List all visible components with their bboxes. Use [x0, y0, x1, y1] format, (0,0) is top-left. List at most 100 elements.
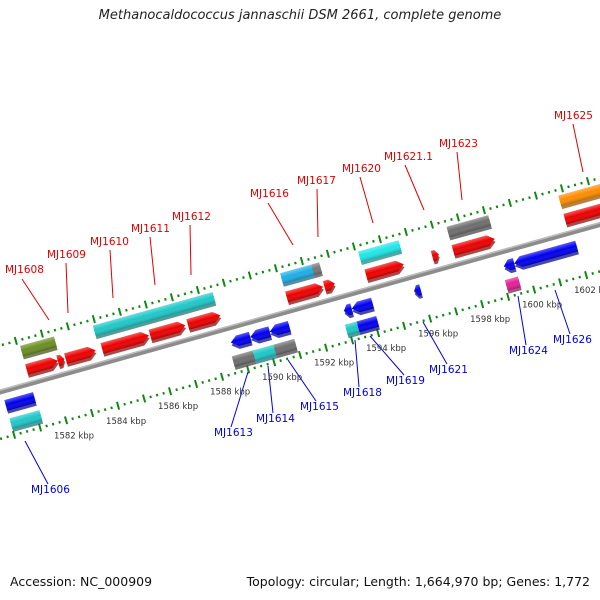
scale-dot: [331, 344, 334, 348]
feature-fwd-gene[interactable]: [311, 262, 323, 279]
feature-fwd-gene[interactable]: [20, 336, 58, 360]
scale-tick-major: [558, 278, 563, 287]
feature-fwd-gene[interactable]: [280, 264, 316, 287]
feature-fwd-cds[interactable]: [563, 198, 600, 228]
feature-rev-gene[interactable]: [231, 350, 257, 370]
gene-label[interactable]: MJ1621.1: [384, 151, 433, 163]
scale-dot: [138, 305, 141, 309]
gene-label[interactable]: MJ1623: [439, 138, 478, 150]
scale-dot: [255, 272, 258, 276]
scale-dot: [261, 270, 265, 274]
gene-label[interactable]: MJ1616: [250, 188, 289, 200]
feature-fwd-cds[interactable]: [364, 259, 406, 283]
feature-fwd-gene[interactable]: [142, 300, 186, 326]
gene-label[interactable]: MJ1624: [509, 345, 548, 357]
scale-tick-major: [455, 213, 460, 222]
gene-label[interactable]: MJ1618: [343, 387, 382, 399]
gene-label[interactable]: MJ1613: [214, 427, 253, 439]
feature-fwd-gene[interactable]: [358, 240, 403, 266]
kbp-label: 1602 kbp: [574, 286, 600, 296]
scale-tick-major: [532, 285, 537, 294]
scale-dot: [136, 399, 139, 403]
scale-tick-major: [299, 256, 304, 266]
scale-dot: [190, 290, 193, 294]
feature-fwd-gene[interactable]: [558, 179, 600, 210]
scale-dot: [389, 328, 393, 332]
feature-rev-cds[interactable]: [229, 331, 253, 351]
gene-label[interactable]: MJ1610: [90, 236, 129, 248]
scale-dot: [233, 371, 237, 375]
feature-rev-gene[interactable]: [356, 316, 380, 335]
scale-dot: [21, 337, 24, 341]
scale-dot: [235, 277, 239, 281]
label-leader-line: [404, 164, 425, 211]
scale-dot: [554, 188, 557, 192]
kbp-label: 1596 kbp: [418, 330, 458, 340]
feature-fwd-cds[interactable]: [451, 234, 497, 259]
feature-rev-gene[interactable]: [9, 410, 44, 432]
scale-tick-major: [403, 227, 408, 237]
scale-dot: [344, 340, 347, 344]
feature-fwd-cds[interactable]: [430, 249, 441, 265]
feature-fwd-gene[interactable]: [181, 292, 217, 315]
feature-fwd-cds[interactable]: [100, 330, 152, 357]
gene-label[interactable]: MJ1621: [429, 364, 468, 376]
gene-label[interactable]: MJ1608: [5, 264, 44, 276]
scale-dot: [573, 183, 577, 187]
feature-fwd-cds[interactable]: [64, 345, 98, 367]
scale-tick-major: [324, 343, 329, 352]
feature-rev-cds[interactable]: [4, 392, 37, 414]
scale-dot: [110, 406, 113, 410]
scale-dot: [58, 420, 61, 424]
scale-dot: [209, 285, 213, 289]
label-leader-line: [65, 262, 69, 314]
feature-fwd-cds[interactable]: [186, 310, 222, 333]
scale-dot: [467, 306, 471, 310]
feature-rev-cds[interactable]: [350, 297, 375, 317]
feature-rev-cds[interactable]: [513, 240, 579, 272]
feature-gloss: [356, 316, 380, 333]
gene-label[interactable]: MJ1626: [553, 334, 592, 346]
feature-fwd-cds[interactable]: [148, 320, 188, 344]
gene-label[interactable]: MJ1611: [131, 223, 170, 235]
feature-rev-gene[interactable]: [252, 344, 278, 365]
feature-rev-gene[interactable]: [504, 276, 522, 294]
feature-rev-gene[interactable]: [273, 338, 298, 359]
gene-label[interactable]: MJ1615: [300, 401, 339, 413]
scale-tick-major: [507, 198, 512, 208]
feature-rev-gene[interactable]: [344, 321, 361, 339]
feature-fwd-gene[interactable]: [92, 311, 147, 340]
kbp-label: 1600 kbp: [522, 301, 562, 311]
feature-fwd-gene[interactable]: [446, 215, 492, 241]
gene-label[interactable]: MJ1609: [47, 249, 86, 261]
feature-rev-cds[interactable]: [268, 320, 292, 340]
feature-rev-cds[interactable]: [342, 303, 354, 320]
kbp-label: 1586 kbp: [158, 402, 198, 412]
feature-rev-cds[interactable]: [502, 258, 517, 274]
scale-dot: [214, 377, 217, 381]
gene-label[interactable]: MJ1619: [386, 375, 425, 387]
scale-dot: [571, 277, 575, 281]
feature-rev-cds[interactable]: [249, 326, 273, 345]
label-leader-line: [267, 202, 294, 246]
scale-dot: [151, 301, 154, 305]
scale-dot: [175, 388, 178, 392]
scale-dot: [521, 198, 525, 201]
feature-fwd-cds[interactable]: [56, 354, 66, 369]
scale-dot: [307, 257, 310, 261]
scale-dot: [287, 263, 291, 267]
gene-label[interactable]: MJ1606: [31, 484, 70, 496]
feature-gloss: [563, 199, 600, 225]
gene-label[interactable]: MJ1620: [342, 163, 381, 175]
feature-fwd-cds[interactable]: [285, 281, 325, 306]
feature-fwd-cds[interactable]: [25, 355, 60, 378]
genome-title: Methanocaldococcus jannaschii DSM 2661, …: [98, 8, 502, 23]
scale-tick-major: [351, 242, 356, 251]
gene-label[interactable]: MJ1612: [172, 211, 211, 223]
feature-rev-cds[interactable]: [413, 284, 423, 299]
feature-fwd-cds[interactable]: [322, 278, 337, 295]
gene-label[interactable]: MJ1614: [256, 413, 295, 425]
gene-label[interactable]: MJ1625: [554, 110, 593, 122]
scale-tick-major: [480, 299, 485, 309]
gene-label[interactable]: MJ1617: [297, 175, 336, 187]
